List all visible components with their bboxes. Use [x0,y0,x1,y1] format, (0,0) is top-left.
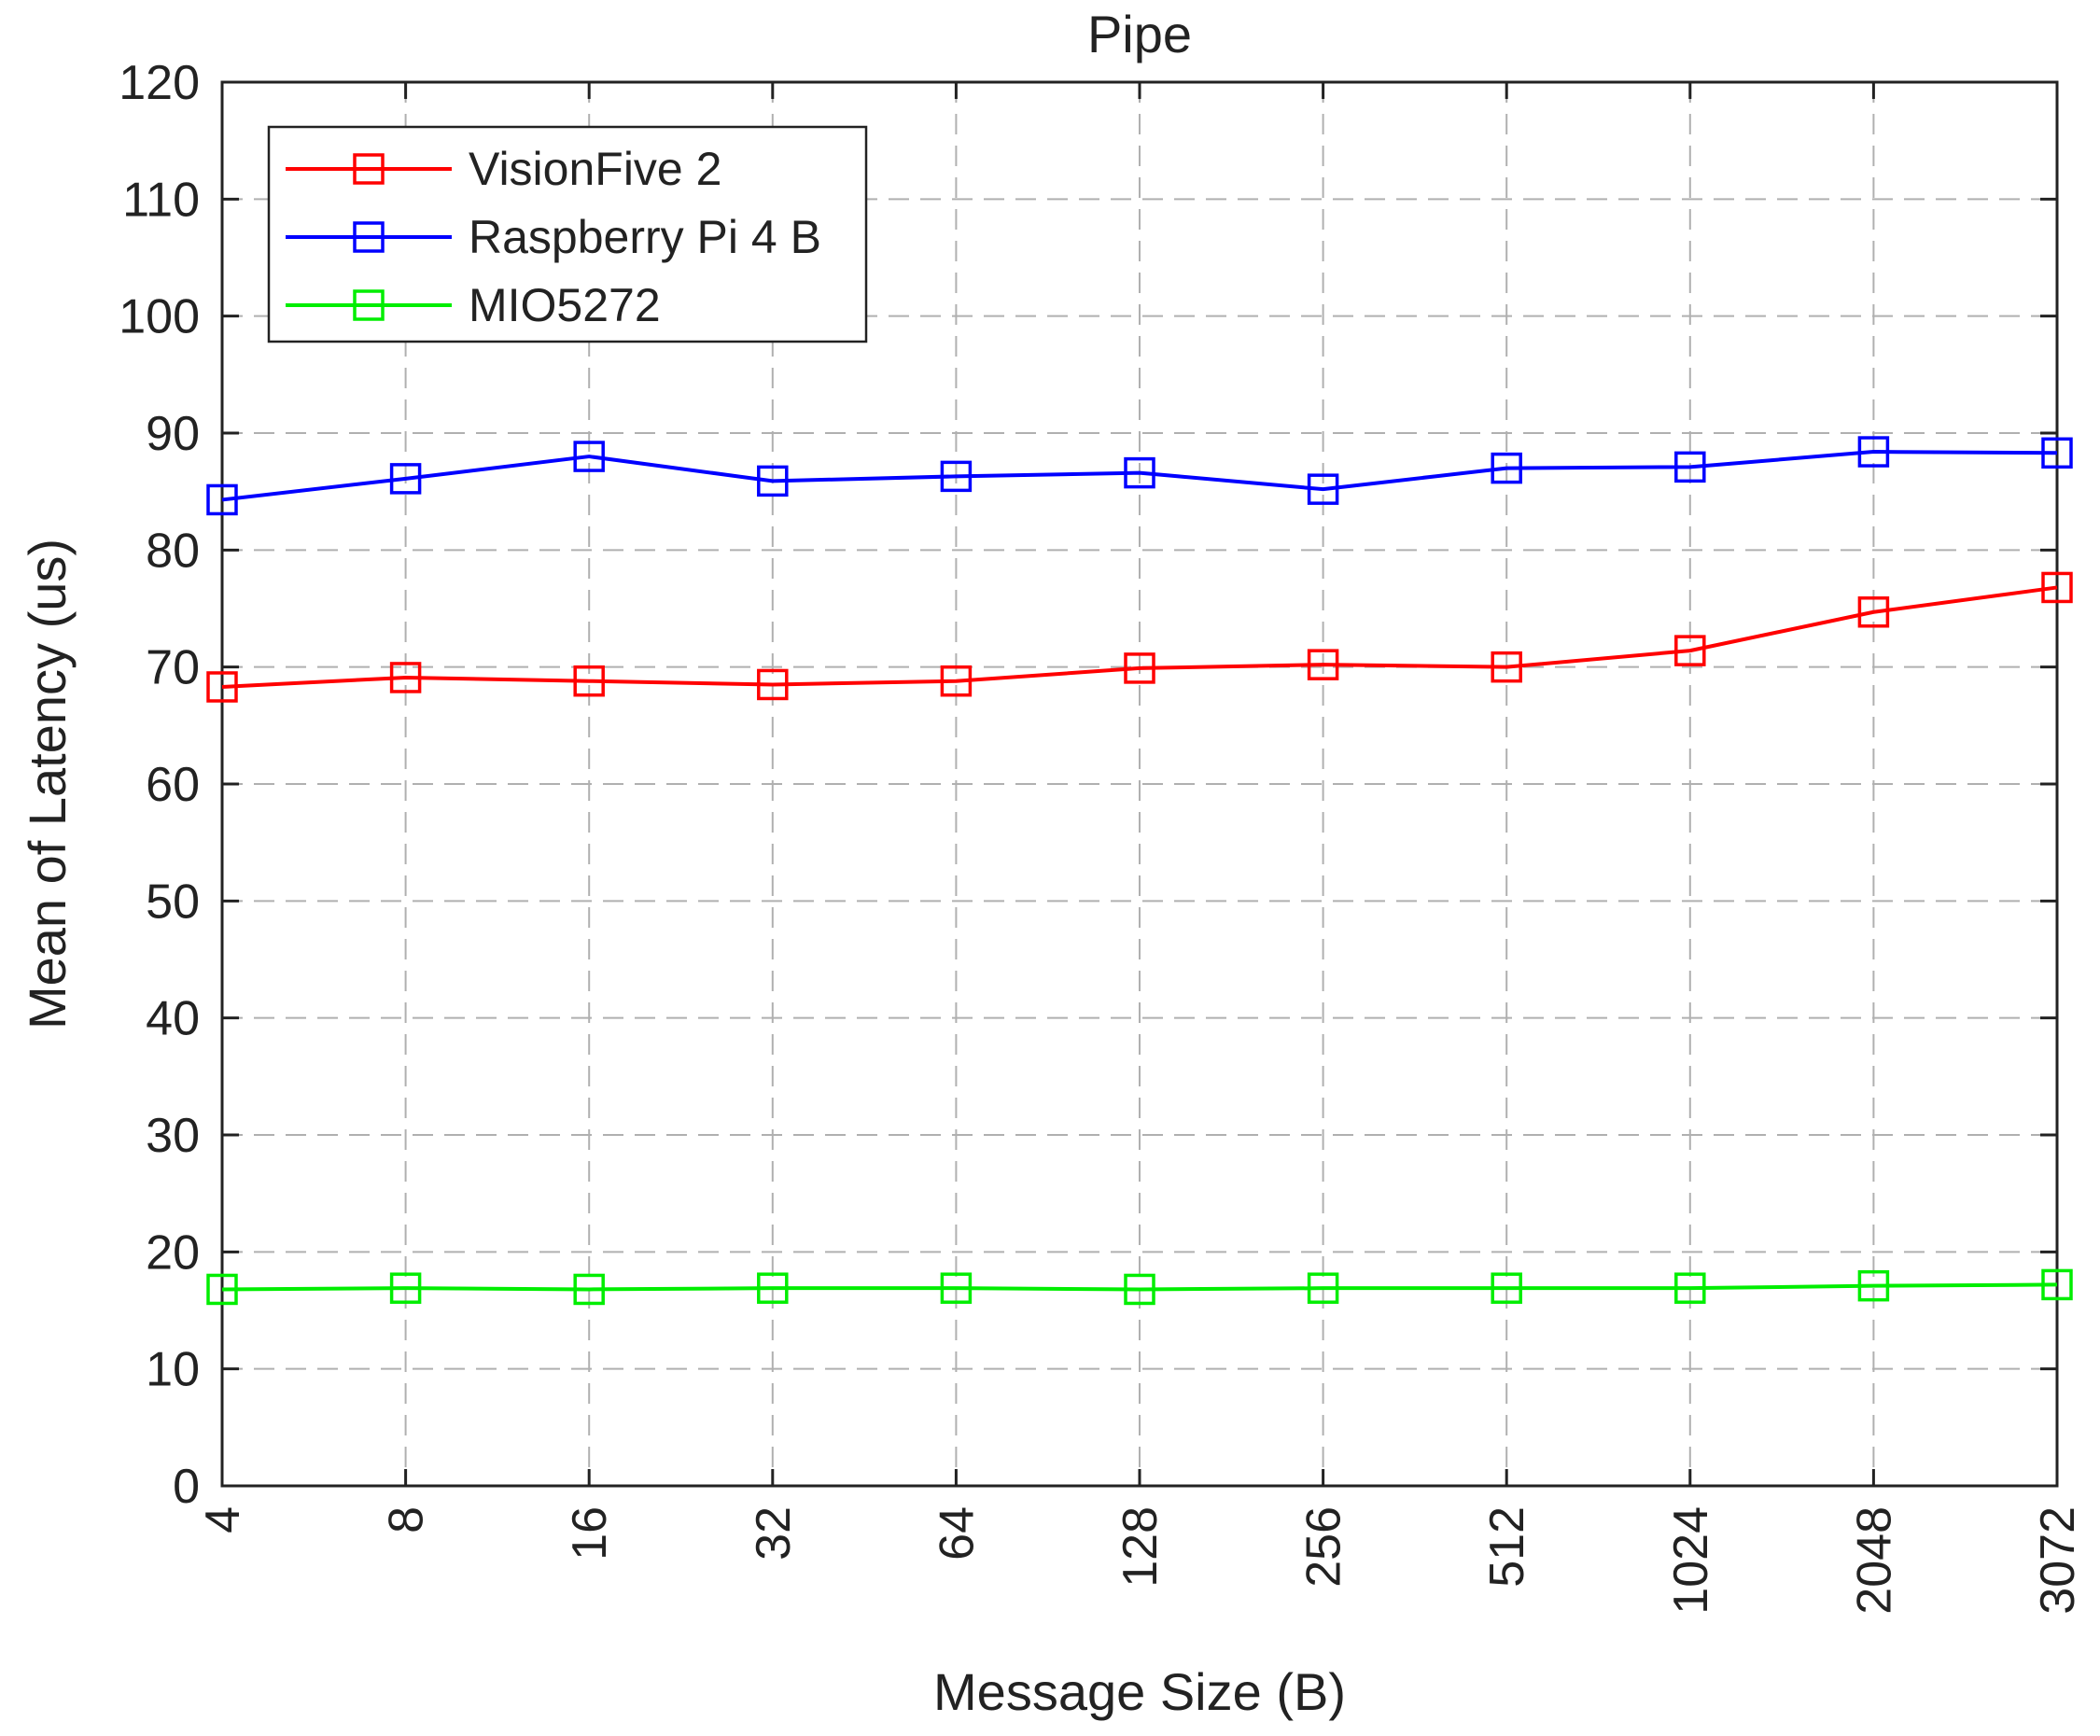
data-point [1857,436,1890,468]
y-tick-label: 10 [146,1343,200,1397]
x-tick-label: 32 [747,1506,801,1561]
data-point [206,1273,238,1306]
data-point [757,1272,789,1304]
legend-entry: VisionFive 2 [286,143,721,195]
series-1 [206,436,2073,516]
data-point [1857,1269,1890,1302]
series-0 [206,571,2073,703]
x-tick-label: 2048 [1847,1506,1901,1615]
y-tick-label: 80 [146,524,200,578]
data-point [1307,1272,1339,1304]
legend-entry: MIO5272 [286,279,661,331]
data-point [1124,652,1155,684]
legend-entry: Raspberry Pi 4 B [286,211,821,263]
legend-marker [353,221,385,253]
x-tick-label: 8 [380,1506,434,1533]
legend-marker [353,289,385,321]
data-point [206,671,238,703]
x-tick-label: 256 [1297,1506,1351,1588]
legend-label: MIO5272 [469,279,661,331]
legend-marker [353,153,385,185]
series-line [221,585,2058,689]
y-tick-label: 60 [146,758,200,812]
x-tick-label: 3072 [2031,1506,2085,1615]
series-group [206,436,2073,1306]
data-point [1674,635,1706,666]
data-point [2041,571,2073,604]
data-point [389,463,422,495]
legend: VisionFive 2 Raspberry Pi 4 B MIO5272 [267,125,868,343]
legend-label: VisionFive 2 [469,143,721,195]
y-tick-label: 100 [119,290,200,344]
data-point [940,460,973,493]
data-point [1491,651,1522,683]
y-tick-label: 110 [122,173,200,227]
data-point [573,665,605,697]
data-point [1857,596,1890,628]
data-point [1307,473,1339,505]
legend-label: Raspberry Pi 4 B [469,211,821,263]
x-tick-label: 4 [196,1506,250,1533]
x-tick-label: 64 [930,1506,984,1561]
data-point [573,441,605,472]
y-tick-label: 120 [119,56,200,110]
x-tick-label: 16 [563,1506,617,1561]
x-axis-title: Message Size (B) [933,1662,1346,1721]
data-point [1307,649,1339,680]
data-point [1124,456,1155,489]
data-point [206,483,238,516]
y-tick-label: 50 [146,875,200,929]
y-tick-label: 40 [146,992,200,1046]
x-tick-label: 128 [1113,1506,1168,1588]
y-tick-label: 90 [146,407,200,461]
y-axis: 0 10 20 30 40 50 60 70 80 90 100 110 120 [119,56,2057,1514]
x-tick-label: 1024 [1664,1506,1718,1615]
y-tick-label: 20 [146,1225,200,1280]
series-2 [206,1268,2073,1306]
y-axis-title: Mean of Latency (us) [18,539,77,1029]
data-point [1674,451,1706,483]
data-point [1124,1273,1155,1306]
data-point [2041,1268,2073,1301]
data-point [1674,1272,1706,1304]
data-point [1491,1272,1522,1304]
data-point [573,1273,605,1306]
y-tick-label: 70 [146,641,200,695]
series-line [221,450,2058,502]
chart-title: Pipe [1087,5,1192,63]
data-point [389,1272,422,1304]
y-tick-label: 30 [146,1109,200,1163]
series-line [221,1282,2058,1292]
data-point [2041,437,2073,469]
data-point [389,662,422,693]
y-tick-label: 0 [173,1460,200,1514]
x-axis: 4 8 16 32 64 128 256 512 1024 2048 3072 [196,82,2085,1615]
x-tick-label: 512 [1480,1506,1534,1588]
data-point [1491,452,1522,484]
data-point [757,668,789,701]
data-point [940,1272,973,1304]
data-point [757,465,789,497]
data-point [940,665,973,697]
